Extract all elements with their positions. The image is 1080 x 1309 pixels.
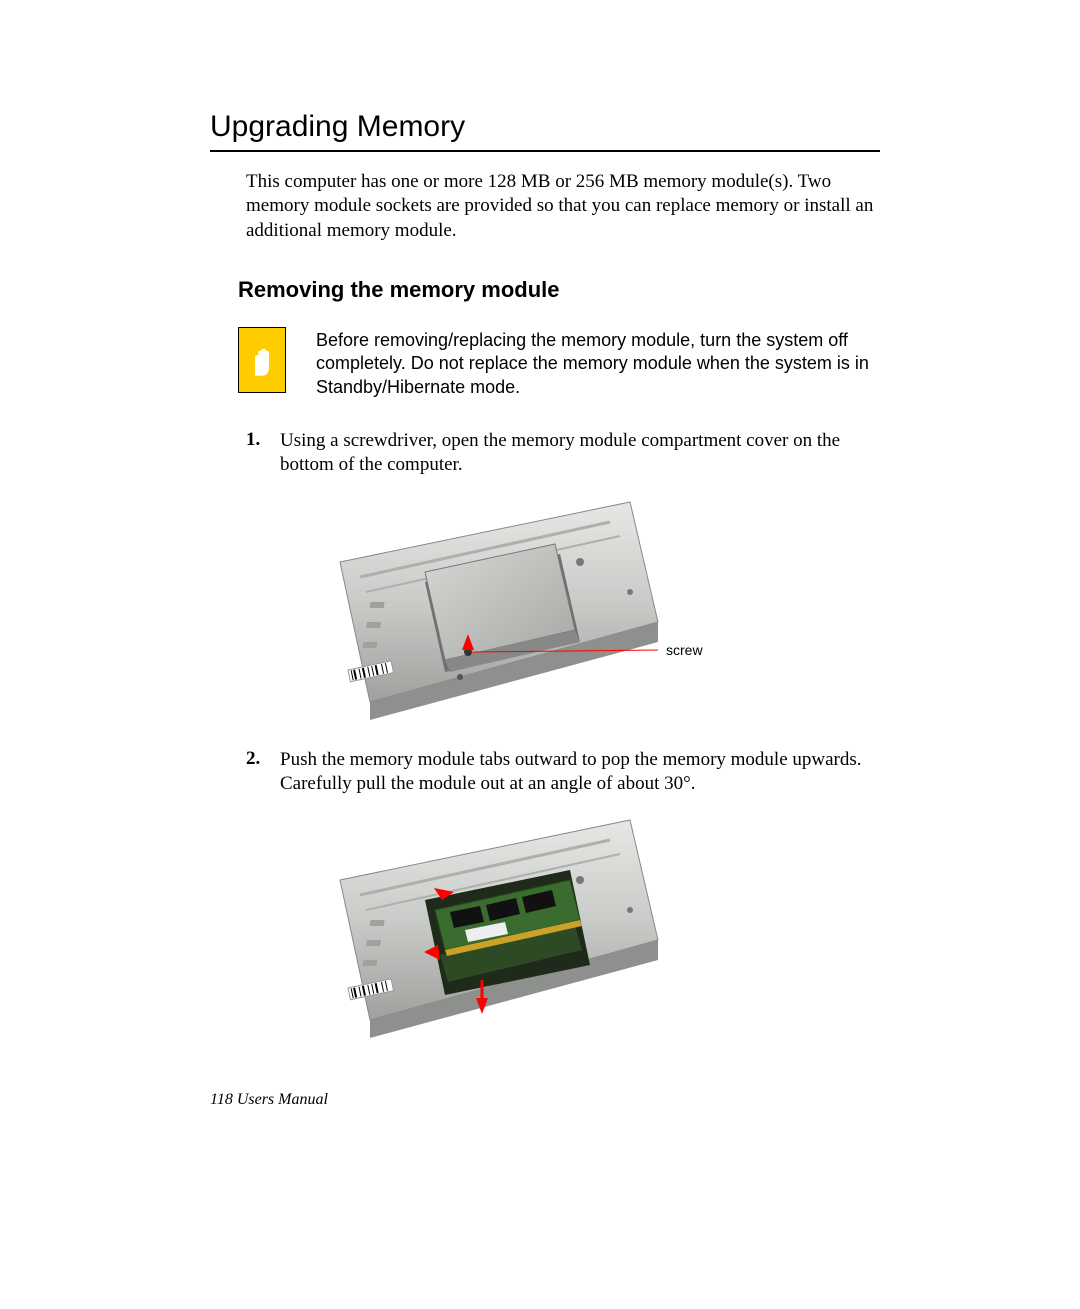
figure-1-svg bbox=[330, 492, 660, 722]
figure-1-label: screw bbox=[666, 642, 703, 658]
step-1-number: 1. bbox=[246, 429, 280, 451]
figure-2 bbox=[330, 810, 740, 1040]
footer-label: Users Manual bbox=[237, 1091, 328, 1108]
page-title: Upgrading Memory bbox=[210, 110, 880, 144]
manual-page: Upgrading Memory This computer has one o… bbox=[0, 0, 1080, 1309]
page-footer: 118 Users Manual bbox=[210, 1091, 328, 1109]
title-rule bbox=[210, 150, 880, 152]
figure-1: screw bbox=[330, 492, 740, 722]
hand-icon bbox=[249, 342, 275, 378]
caution-block: Before removing/replacing the memory mod… bbox=[238, 327, 880, 399]
caution-text: Before removing/replacing the memory mod… bbox=[316, 329, 880, 399]
figure-2-svg bbox=[330, 810, 660, 1040]
step-2-number: 2. bbox=[246, 748, 280, 770]
caution-hand-icon bbox=[238, 327, 286, 393]
section-subheading: Removing the memory module bbox=[238, 277, 880, 303]
step-2: 2. Push the memory module tabs outward t… bbox=[246, 748, 880, 797]
step-1: 1. Using a screwdriver, open the memory … bbox=[246, 429, 880, 478]
footer-page-number: 118 bbox=[210, 1091, 233, 1108]
intro-paragraph: This computer has one or more 128 MB or … bbox=[246, 170, 880, 243]
step-2-text: Push the memory module tabs outward to p… bbox=[280, 748, 880, 797]
step-1-text: Using a screwdriver, open the memory mod… bbox=[280, 429, 880, 478]
